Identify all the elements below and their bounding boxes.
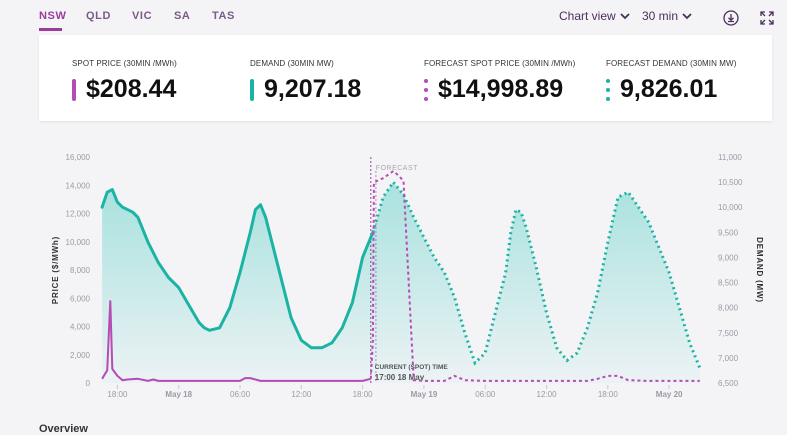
active-tab-indicator bbox=[39, 28, 62, 31]
forecast-demand-label: FORECAST DEMAND (30MIN MW) bbox=[606, 59, 737, 68]
expand-icon[interactable] bbox=[758, 9, 776, 27]
chart-view-dropdown[interactable]: Chart view bbox=[559, 9, 630, 23]
forecast-demand-legend-dots bbox=[606, 78, 610, 101]
current-time-value: 17:00 18 May bbox=[375, 373, 425, 382]
tab-qld[interactable]: QLD bbox=[86, 10, 112, 22]
tab-nsw[interactable]: NSW bbox=[39, 10, 67, 22]
price-demand-chart[interactable]: 16,000 14,000 12,000 10,000 8,000 6,000 4,000 2… bbox=[0, 140, 787, 408]
x-axis-tick-label: 06:00 bbox=[230, 390, 251, 399]
forecast-demand-line bbox=[371, 179, 702, 369]
tab-sa[interactable]: SA bbox=[174, 10, 191, 22]
demand-axis-tick: 11,000 bbox=[718, 153, 742, 162]
forecast-demand-value: 9,826.01 bbox=[620, 75, 718, 103]
chart-view-label: Chart view bbox=[559, 9, 616, 23]
chevron-down-icon bbox=[682, 13, 692, 20]
demand-axis-tick: 7,000 bbox=[718, 354, 739, 363]
spot-price-legend-bar bbox=[72, 78, 76, 101]
demand-axis-tick: 10,000 bbox=[718, 203, 743, 212]
price-axis-tick: 12,000 bbox=[66, 210, 91, 219]
demand-value: 9,207.18 bbox=[264, 75, 362, 103]
price-axis-tick: 8,000 bbox=[70, 266, 91, 275]
current-time-label: CURRENT (SPOT) TIME bbox=[375, 364, 449, 371]
demand-label: DEMAND (30MIN MW) bbox=[250, 59, 334, 68]
demand-axis-tick: 6,500 bbox=[718, 379, 739, 388]
price-axis-tick: 2,000 bbox=[70, 351, 91, 360]
forecast-demand-stat: FORECAST DEMAND (30MIN MW) 9,826.01 bbox=[606, 59, 737, 103]
x-axis-tick-label: 12:00 bbox=[537, 390, 558, 399]
price-axis-tick: 16,000 bbox=[66, 153, 91, 162]
price-axis-tick: 0 bbox=[86, 379, 91, 388]
x-axis-tick-label: 18:00 bbox=[598, 390, 619, 399]
forecast-label: FORECAST bbox=[376, 165, 418, 172]
forecast-spot-price-value: $14,998.89 bbox=[438, 75, 564, 103]
tab-vic[interactable]: VIC bbox=[132, 10, 153, 22]
forecast-spot-price-label: FORECAST SPOT PRICE (30MIN /MWh) bbox=[424, 59, 576, 68]
download-icon[interactable] bbox=[722, 9, 740, 27]
forecast-price-line bbox=[369, 169, 700, 382]
x-axis-tick-label: 18:00 bbox=[353, 390, 374, 399]
overview-heading: Overview bbox=[39, 423, 88, 435]
spot-price-stat: SPOT PRICE (30MIN /MWh) $208.44 bbox=[72, 59, 177, 103]
price-line bbox=[101, 300, 372, 382]
demand-axis-tick: 9,500 bbox=[718, 228, 739, 237]
x-axis-tick-label: 06:00 bbox=[475, 390, 496, 399]
price-axis-title: PRICE ($/MWh) bbox=[51, 236, 60, 304]
demand-line bbox=[100, 188, 375, 350]
x-axis-tick-label: May 18 bbox=[165, 390, 192, 399]
demand-axis-title: DEMAND (MW) bbox=[755, 237, 764, 303]
price-axis-tick: 10,000 bbox=[66, 238, 91, 247]
x-axis-tick-label: May 19 bbox=[411, 390, 438, 399]
interval-dropdown[interactable]: 30 min bbox=[642, 9, 692, 23]
demand-axis-tick: 8,500 bbox=[718, 279, 739, 288]
tab-tas[interactable]: TAS bbox=[212, 10, 235, 22]
price-axis-tick: 14,000 bbox=[66, 181, 91, 190]
demand-stat: DEMAND (30MIN MW) 9,207.18 bbox=[250, 59, 361, 103]
forecast-demand-area bbox=[372, 182, 700, 383]
interval-label: 30 min bbox=[642, 9, 679, 23]
demand-axis-tick: 8,000 bbox=[718, 304, 739, 313]
chevron-down-icon bbox=[620, 13, 630, 20]
x-axis-tick-label: 12:00 bbox=[291, 390, 312, 399]
price-axis-tick: 6,000 bbox=[70, 294, 91, 303]
demand-axis-tick: 9,000 bbox=[718, 253, 739, 262]
stats-card: SPOT PRICE (30MIN /MWh) $208.44 DEMAND (… bbox=[39, 35, 772, 121]
demand-axis-tick: 10,500 bbox=[718, 178, 743, 187]
price-axis-tick: 4,000 bbox=[70, 323, 91, 332]
region-tab-bar: NSW QLD VIC SA TAS Chart view 30 min bbox=[0, 0, 787, 34]
x-axis-tick-label: May 20 bbox=[656, 390, 683, 399]
forecast-spot-price-stat: FORECAST SPOT PRICE (30MIN /MWh) $14,998… bbox=[424, 59, 576, 103]
forecast-price-legend-dots bbox=[424, 78, 428, 101]
spot-price-label: SPOT PRICE (30MIN /MWh) bbox=[72, 59, 177, 68]
demand-legend-bar bbox=[250, 78, 254, 101]
x-axis-tick-label: 18:00 bbox=[107, 390, 128, 399]
spot-price-value: $208.44 bbox=[86, 75, 177, 103]
demand-axis-tick: 7,500 bbox=[718, 329, 739, 338]
